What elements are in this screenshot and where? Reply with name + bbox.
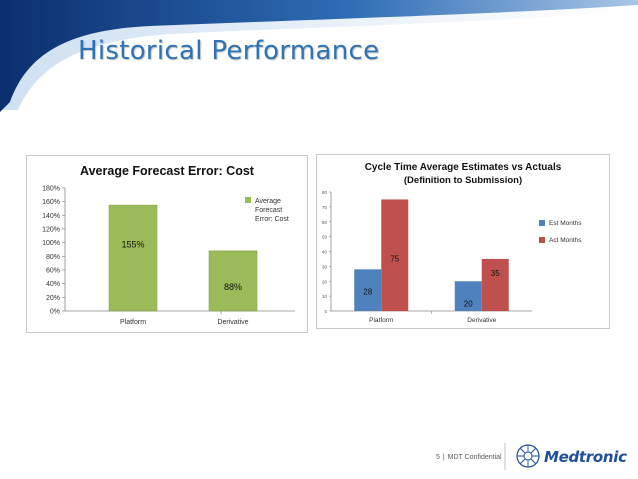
data-label: 35 bbox=[491, 269, 500, 278]
y-tick-label: 140% bbox=[42, 213, 60, 220]
bar-act-months-platform bbox=[381, 199, 409, 311]
y-tick-label: 0% bbox=[50, 309, 60, 316]
y-tick-label: 80% bbox=[46, 254, 60, 261]
footer-page-number: 5 bbox=[436, 454, 440, 461]
y-tick-label: 50 bbox=[322, 235, 328, 240]
y-tick-label: 40% bbox=[46, 281, 60, 288]
cycle-time-chart-svg: Cycle Time Average Estimates vs Actuals (… bbox=[322, 162, 582, 324]
x-tick-label: Derivative bbox=[467, 317, 496, 324]
y-tick-label: 60 bbox=[322, 220, 328, 225]
legend-label: Est Months bbox=[549, 220, 582, 227]
footer-separator: | bbox=[442, 454, 445, 461]
y-tick-label: 0 bbox=[324, 309, 327, 314]
y-tick-label: 60% bbox=[46, 268, 60, 275]
y-tick-label: 180% bbox=[42, 186, 60, 193]
y-tick-label: 120% bbox=[42, 227, 60, 234]
bar-platform bbox=[108, 204, 158, 312]
bar-act-months-derivative bbox=[481, 258, 509, 311]
legend-swatch bbox=[245, 197, 251, 203]
y-tick-label: 100% bbox=[42, 240, 60, 247]
data-label: 75 bbox=[390, 254, 399, 263]
x-tick-label: Platform bbox=[369, 317, 393, 324]
y-tick-label: 30 bbox=[322, 264, 328, 269]
y-tick-label: 160% bbox=[42, 199, 60, 206]
data-label-platform: 155% bbox=[121, 239, 144, 249]
header-swoosh bbox=[0, 0, 638, 112]
y-tick-label: 10 bbox=[322, 294, 328, 299]
footer: 5 | MDT Confidential bbox=[436, 454, 502, 461]
legend-swatch bbox=[539, 237, 545, 243]
bar-est-months-derivative bbox=[454, 281, 482, 311]
medtronic-logo-text: Medtronic bbox=[544, 448, 627, 466]
cycle-time-chart: Cycle Time Average Estimates vs Actuals (… bbox=[316, 154, 610, 329]
cost-error-chart-svg: Average Forecast Error: Cost 0% 20% 40% 60% 8… bbox=[42, 164, 295, 326]
y-tick-label: 80 bbox=[322, 190, 328, 195]
legend-label: Forecast bbox=[255, 207, 282, 214]
data-label-derivative: 88% bbox=[224, 282, 242, 292]
legend-swatch bbox=[539, 220, 545, 226]
header-swoosh-light bbox=[0, 0, 638, 110]
chart-title: Cycle Time Average Estimates vs Actuals bbox=[365, 162, 562, 173]
medtronic-logo: Medtronic bbox=[514, 442, 627, 470]
bar-est-months-platform bbox=[354, 269, 382, 311]
y-tick-label: 40 bbox=[322, 250, 328, 255]
legend-label: Average bbox=[255, 198, 281, 205]
legend-label: Act Months bbox=[549, 237, 582, 244]
chart-subtitle: (Definition to Submission) bbox=[404, 175, 522, 186]
data-label: 28 bbox=[363, 287, 372, 296]
y-tick-label: 70 bbox=[322, 205, 328, 210]
footer-confidential-text: MDT Confidential bbox=[447, 454, 502, 461]
legend-label: Error: Cost bbox=[255, 216, 289, 223]
slide-title: Historical Performance bbox=[78, 36, 380, 66]
chart-title: Average Forecast Error: Cost bbox=[80, 164, 255, 178]
medtronic-logo-icon bbox=[516, 444, 540, 468]
y-tick-label: 20% bbox=[46, 295, 60, 302]
y-tick-label: 20 bbox=[322, 279, 328, 284]
x-tick-label: Derivative bbox=[217, 319, 248, 326]
x-tick-label: Platform bbox=[120, 319, 146, 326]
bar-derivative bbox=[208, 250, 258, 312]
data-label: 20 bbox=[464, 299, 473, 308]
cost-error-chart: Average Forecast Error: Cost 0% 20% 40% 60% 8… bbox=[26, 155, 308, 333]
